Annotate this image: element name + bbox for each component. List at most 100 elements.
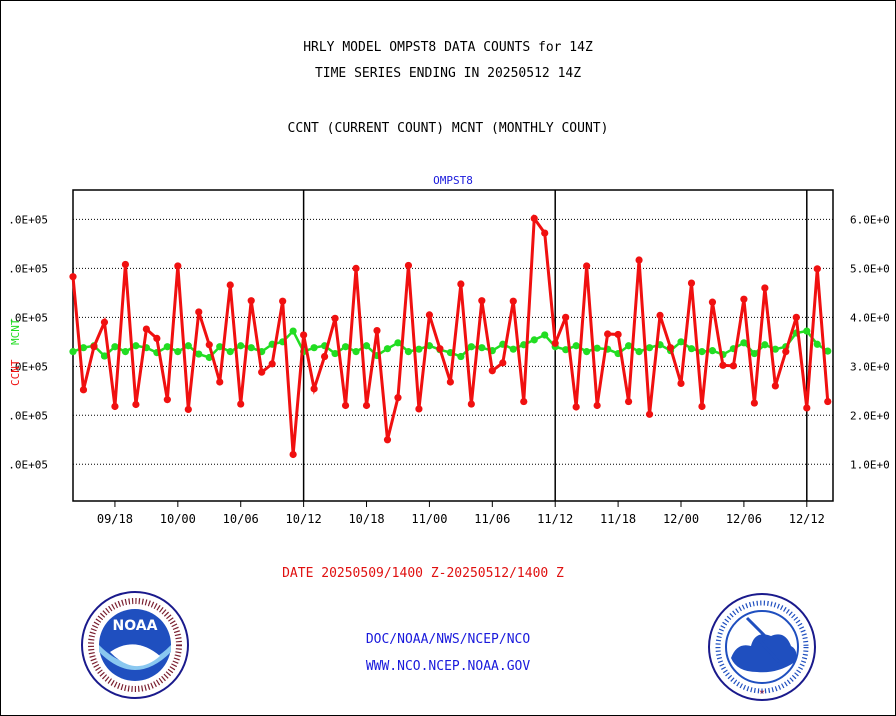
data-point-mcnt: [824, 347, 832, 355]
data-point-ccnt: [813, 265, 821, 273]
data-point-ccnt: [614, 330, 622, 339]
x-tick-label: 10/06: [223, 512, 259, 526]
data-point-ccnt: [100, 318, 109, 326]
data-point-ccnt: [383, 436, 392, 444]
data-point-mcnt: [195, 350, 203, 358]
data-point-ccnt: [729, 362, 738, 370]
noaa-logo: NOAA: [81, 591, 189, 699]
x-tick-label: 12/00: [663, 512, 699, 526]
x-tick-label: 10/12: [286, 512, 322, 526]
plot-border: [72, 189, 834, 502]
x-tick-label: 11/06: [474, 512, 510, 526]
data-point-ccnt: [320, 352, 329, 361]
data-point-ccnt: [310, 385, 318, 393]
data-point-mcnt: [341, 343, 350, 351]
data-point-mcnt: [708, 347, 717, 355]
data-point-ccnt: [226, 281, 234, 289]
y-tick-label-right: 2.0E+0: [850, 409, 890, 422]
x-tick-label: 09/18: [97, 512, 133, 526]
data-point-mcnt: [362, 342, 371, 350]
data-point-mcnt: [635, 348, 643, 356]
data-point-ccnt: [79, 386, 88, 394]
y-tick-label-left: .0E+05: [8, 213, 48, 226]
data-point-mcnt: [478, 344, 486, 352]
data-point-ccnt: [436, 345, 444, 353]
x-tick-label: 12/12: [789, 512, 825, 526]
data-point-ccnt: [184, 405, 192, 414]
data-point-mcnt: [583, 348, 591, 356]
data-point-mcnt: [509, 345, 517, 353]
data-point-ccnt: [279, 297, 287, 305]
data-point-mcnt: [593, 344, 601, 352]
data-point-ccnt: [771, 382, 779, 390]
x-tick-label: 11/12: [537, 512, 573, 526]
data-point-ccnt: [803, 404, 811, 412]
chart-title-line-2: TIME SERIES ENDING IN 20250512 14Z: [314, 66, 582, 81]
data-point-ccnt: [90, 343, 98, 351]
chart-subtitle: CCNT (CURRENT COUNT) MCNT (MONTHLY COUNT…: [287, 121, 609, 136]
y-tick-label-left: .0E+05: [8, 458, 48, 471]
data-point-mcnt: [624, 342, 633, 350]
data-point-mcnt: [562, 346, 570, 354]
data-point-mcnt: [132, 342, 140, 350]
plot-title: OMPST8: [433, 174, 473, 187]
data-point-ccnt: [341, 401, 350, 410]
data-point-ccnt: [509, 297, 517, 305]
data-point-mcnt: [237, 342, 245, 350]
data-point-mcnt: [100, 352, 109, 360]
date-range-label: DATE 20250509/1400 Z-20250512/1400 Z: [282, 566, 564, 581]
data-point-ccnt: [750, 399, 758, 407]
data-point-mcnt: [79, 344, 88, 352]
data-point-ccnt: [331, 314, 339, 322]
y-tick-label-right: 3.0E+0: [850, 360, 890, 373]
data-point-mcnt: [415, 345, 423, 353]
nws-logo-text: NATIONAL WEATHER SERVICE: [755, 598, 770, 601]
data-point-mcnt: [383, 345, 392, 353]
data-point-mcnt: [457, 352, 465, 361]
data-point-ccnt: [666, 344, 675, 352]
data-point-ccnt: [708, 298, 717, 306]
data-point-ccnt: [247, 297, 255, 305]
time-series-chart: OMPST8 .0E+05 6.0E+0 .0E+05 5.0E+0 .0E+05 4.0E…: [8, 174, 890, 526]
data-point-ccnt: [446, 378, 454, 386]
data-point-ccnt: [687, 279, 696, 287]
data-point-ccnt: [111, 402, 119, 411]
data-point-mcnt: [530, 336, 538, 344]
data-point-ccnt: [677, 379, 685, 388]
data-point-ccnt: [593, 401, 601, 410]
x-tick-label: 10/18: [348, 512, 384, 526]
data-point-ccnt: [624, 397, 633, 406]
data-point-ccnt: [237, 400, 245, 408]
data-point-mcnt: [813, 340, 821, 348]
data-point-mcnt: [750, 349, 758, 358]
data-point-ccnt: [792, 313, 800, 321]
data-point-ccnt: [362, 401, 371, 410]
data-point-ccnt: [373, 326, 381, 335]
y-tick-label-left: .0E+05: [8, 409, 48, 422]
data-point-ccnt: [740, 295, 748, 303]
data-point-ccnt: [782, 348, 790, 356]
data-point-ccnt: [761, 284, 769, 292]
data-point-mcnt: [111, 343, 119, 351]
data-point-mcnt: [803, 327, 811, 335]
data-point-ccnt: [142, 325, 150, 333]
data-point-ccnt: [719, 361, 727, 369]
data-point-ccnt: [425, 311, 434, 319]
data-point-mcnt: [247, 344, 255, 352]
nws-logo: ★ NATIONAL WEATHER SERVICE: [708, 593, 816, 701]
data-point-mcnt: [467, 343, 475, 351]
data-point-ccnt: [541, 229, 549, 237]
data-point-ccnt: [268, 360, 276, 368]
x-tick-label: 11/00: [411, 512, 447, 526]
data-point-mcnt: [740, 339, 748, 347]
data-point-mcnt: [331, 349, 339, 358]
y-axis-label-ccnt: CCNT: [9, 359, 22, 386]
y-tick-label-right: 1.0E+0: [850, 458, 890, 471]
y-tick-label-left: .0E+05: [8, 311, 48, 324]
data-point-mcnt: [572, 342, 580, 350]
data-point-ccnt: [604, 330, 612, 338]
data-point-ccnt: [195, 308, 203, 316]
data-point-ccnt: [404, 261, 413, 270]
data-point-ccnt: [216, 378, 224, 386]
data-point-ccnt: [520, 397, 528, 406]
